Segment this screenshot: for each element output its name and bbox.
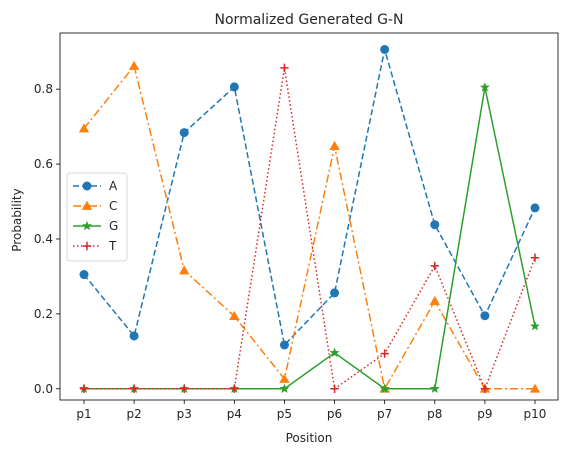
series-a-line xyxy=(83,49,536,347)
series-g-marker xyxy=(329,347,340,358)
legend-g-marker xyxy=(82,220,92,231)
legend-label-c: C xyxy=(109,199,117,213)
x-tick-label: p9 xyxy=(477,407,492,421)
series-g xyxy=(79,82,540,393)
series-a-marker xyxy=(380,44,390,54)
series-t-marker xyxy=(430,261,439,271)
series-c-marker xyxy=(179,265,190,275)
legend-box xyxy=(66,172,128,262)
x-axis-label: Position xyxy=(286,431,333,445)
series-g-marker xyxy=(429,383,440,393)
legend-a-marker xyxy=(82,181,92,191)
series-a-marker xyxy=(330,288,340,298)
legend-label-t: T xyxy=(108,239,117,253)
x-tick-label: p7 xyxy=(377,407,392,421)
y-tick-label: 0.0 xyxy=(34,382,53,396)
y-tick-label: 0.4 xyxy=(34,232,53,246)
legend-item-a: A xyxy=(73,179,118,193)
series-a-marker xyxy=(179,128,189,138)
series-t-marker xyxy=(79,384,89,393)
series-t-marker xyxy=(129,384,139,393)
chart-title: Normalized Generated G-N xyxy=(215,12,404,28)
series-a-marker xyxy=(480,311,490,321)
series-t-marker xyxy=(480,384,490,393)
y-tick-label: 0.6 xyxy=(34,157,53,171)
y-axis: 0.0 0.2 0.4 0.6 0.8 xyxy=(34,82,60,396)
series-c-marker xyxy=(329,140,340,150)
plot-area xyxy=(59,32,559,401)
series-c-marker xyxy=(529,383,541,393)
series-t-marker xyxy=(330,384,339,393)
x-tick-label: p4 xyxy=(227,407,242,421)
series-g-marker xyxy=(530,321,540,331)
series-c-marker xyxy=(128,60,140,70)
series-t-marker xyxy=(230,384,239,393)
legend-t-marker xyxy=(82,241,92,251)
series-c-marker xyxy=(279,373,290,383)
series-layer xyxy=(78,44,541,393)
series-a-marker xyxy=(279,340,289,350)
x-tick-label: p2 xyxy=(126,407,141,421)
series-t-marker xyxy=(280,63,289,73)
x-tick-label: p10 xyxy=(524,407,547,421)
series-a-marker xyxy=(79,270,89,280)
series-a-marker xyxy=(530,203,540,213)
series-c-marker xyxy=(78,123,90,133)
y-tick-label: 0.2 xyxy=(34,307,53,321)
series-c-marker xyxy=(229,310,240,321)
series-g-line xyxy=(84,87,536,390)
series-t-line xyxy=(84,67,536,391)
x-tick-label: p1 xyxy=(76,407,91,421)
legend-item-c: C xyxy=(73,199,117,213)
series-a-marker xyxy=(430,220,440,230)
plot-frame xyxy=(59,32,559,401)
legend-label-a: A xyxy=(109,179,118,193)
series-t-marker xyxy=(380,349,389,358)
series-a-marker xyxy=(229,82,239,92)
x-tick-label: p6 xyxy=(327,407,342,421)
series-t-marker xyxy=(180,384,189,393)
series-a-marker xyxy=(129,331,139,341)
y-axis-label: Probability xyxy=(10,188,24,251)
x-tick-label: p3 xyxy=(177,407,192,421)
series-t-marker xyxy=(530,253,540,262)
x-tick-label: p8 xyxy=(427,407,442,421)
series-c-marker xyxy=(429,295,440,306)
series-c-line xyxy=(83,64,535,391)
series-g-marker xyxy=(479,82,490,92)
y-tick-label: 0.8 xyxy=(34,82,53,96)
legend-c-marker xyxy=(81,200,93,210)
x-axis: p1 p2 p3 p4 p5 p6 p7 p8 p9 p10 xyxy=(76,400,546,421)
legend-item-t: T xyxy=(73,239,117,253)
series-a xyxy=(79,44,540,350)
series-c xyxy=(78,60,541,393)
series-g-marker xyxy=(279,383,290,393)
legend-item-g: G xyxy=(73,219,118,233)
x-tick-label: p5 xyxy=(277,407,292,421)
series-t xyxy=(79,63,540,393)
legend-label-g: G xyxy=(109,219,118,233)
series-g-marker xyxy=(379,383,390,393)
